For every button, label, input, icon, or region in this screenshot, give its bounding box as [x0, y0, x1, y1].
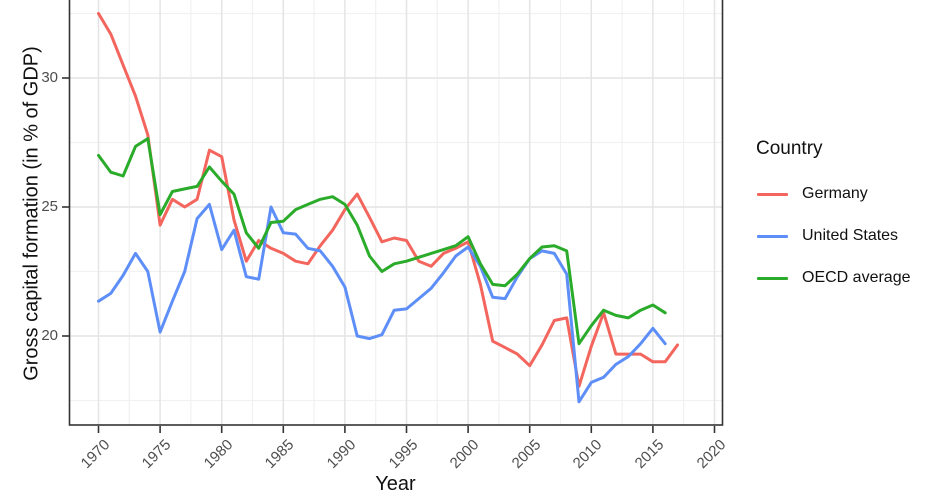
legend-item-united-states: United States	[756, 216, 946, 258]
series-line-germany	[97, 12, 679, 388]
legend-label: Germany	[802, 185, 868, 202]
y-tick-label: 25	[41, 198, 58, 215]
legend-label: OECD average	[802, 269, 911, 286]
united-states-line-key	[757, 235, 788, 238]
series-line-oecd-average	[97, 137, 667, 346]
oecd-average-line-key	[757, 277, 788, 280]
legend: Country Germany United States OECD avera…	[756, 138, 946, 300]
legend-item-germany: Germany	[756, 174, 946, 216]
legend-item-oecd-average: OECD average	[756, 258, 946, 300]
y-tick-label: 30	[41, 69, 58, 86]
panel-border	[68, 0, 724, 426]
legend-title: Country	[756, 138, 823, 159]
series-line-united-states	[97, 202, 667, 404]
x-axis-title: Year	[375, 473, 416, 495]
germany-line-key	[757, 193, 788, 196]
y-tick-label: 20	[41, 327, 58, 344]
legend-label: United States	[802, 227, 899, 244]
